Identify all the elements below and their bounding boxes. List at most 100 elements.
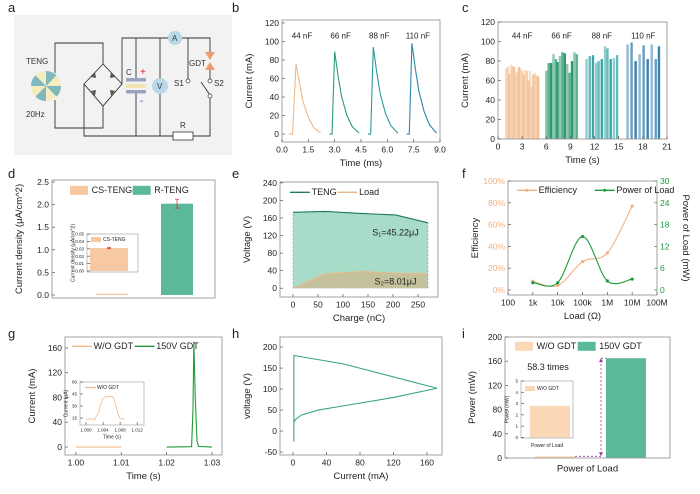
44-nf-bar <box>535 75 538 139</box>
44-nf-bar <box>532 74 535 139</box>
y-tick-label: 80 <box>486 56 496 66</box>
w/o-gdt-bar <box>535 456 575 458</box>
switch-s2-contact <box>207 78 213 84</box>
y-tick-label: 120 <box>488 380 502 390</box>
y-tick-label: 20 <box>486 114 496 124</box>
y-tick-label: 2.0 <box>37 200 49 210</box>
y-axis-label: Efficiency <box>470 218 481 259</box>
y-tick-label: 0 <box>497 453 502 463</box>
cs-teng-error-bar <box>107 246 111 250</box>
teng-wheel-icon <box>31 71 61 101</box>
y-tick-label: 0 <box>515 435 518 440</box>
44-nf-bar <box>508 73 511 139</box>
44-nf-bar <box>528 70 532 139</box>
panel-label-e: e <box>232 166 239 181</box>
legend-label: CS-TENG <box>103 237 126 243</box>
series-label: 44 nF <box>292 32 313 41</box>
capacitor-label: C <box>126 68 132 77</box>
x-tick-label: 1.5 <box>302 145 314 155</box>
y-tick-label: 80% <box>488 198 505 208</box>
y-tick-label: 20% <box>488 263 505 273</box>
x-tick-label: 100k <box>573 298 592 308</box>
voltmeter-label: V <box>157 82 163 91</box>
88-nf-bar <box>585 59 588 139</box>
x-tick-label: 80 <box>355 458 365 468</box>
66-nf-bar <box>561 52 564 139</box>
y-tick-label: 40 <box>493 429 503 439</box>
x-axis-label: Power of Load <box>531 443 563 449</box>
x-tick-label: 0.0 <box>276 145 288 155</box>
150v-gdt-line <box>166 341 213 448</box>
y-tick-label: 200 <box>263 342 277 352</box>
panel-c-chart: 44 nF 66 nF 88 nF 110 nF 0 20 40 60 80 100 120 0 3 6 9… <box>460 17 672 166</box>
y2-tick-label: 18 <box>660 220 670 230</box>
y-tick-label: 2.5 <box>37 177 49 187</box>
88-nf-bar <box>600 59 604 139</box>
ratio-arrow <box>575 357 606 457</box>
x-tick-label: 1.004 <box>97 428 109 433</box>
44-nf-bar <box>506 66 509 139</box>
y-tick-label: 0 <box>490 134 495 144</box>
inset-axes-frame <box>520 380 574 439</box>
44-nf-bar <box>522 74 525 139</box>
legend-item: CS-TENG <box>91 237 126 243</box>
66-nf-bar <box>563 53 566 140</box>
x-tick-label: 120 <box>386 458 400 468</box>
x-tick-label: 100 <box>336 300 350 310</box>
legend-marker <box>525 188 529 192</box>
inset-chart: 15 30 45 60 1.000 1.004 1.008 1.012 Time (s) Curr… <box>63 380 145 441</box>
x-tick-label: 1.03 <box>204 458 221 468</box>
efficiency-line <box>532 205 633 287</box>
panel-h-chart: -50 0 50 100 150 200 0 40 80 120 160 Current (mA) vo… <box>242 336 443 482</box>
y-tick-label: 3 <box>515 401 518 406</box>
y-tick-label: 100% <box>483 176 505 186</box>
inset-axes-frame <box>86 233 139 273</box>
legend-swatch <box>132 185 151 195</box>
44-nf-bar <box>527 80 530 139</box>
panel-label-g: g <box>8 326 15 341</box>
legend-item: Efficiency <box>517 185 577 195</box>
panel-label-h: h <box>232 326 239 341</box>
44-nf-bar <box>511 65 514 139</box>
x-tick-label: 1.000 <box>80 428 92 433</box>
panel-label-d: d <box>8 166 15 181</box>
y-axis-label: Current density (μA/cm^2) <box>70 224 76 282</box>
y-tick-label: 80 <box>268 248 278 258</box>
gdt-label: GDT <box>189 59 206 68</box>
series-label: 66 nF <box>330 32 351 41</box>
y-tick-label: 4 <box>515 390 518 395</box>
88-nf-bar <box>594 62 598 140</box>
y-tick-label: 200 <box>263 195 277 205</box>
y-tick-label: 1.0 <box>37 245 49 255</box>
inset-axes-frame <box>79 381 145 426</box>
series-label: 88 nF <box>592 32 613 41</box>
legend-label: Power of Load <box>616 185 674 195</box>
x-tick-label: 3.0 <box>329 145 341 155</box>
x-tick-label: 7.5 <box>408 145 420 155</box>
y-tick-label: 240 <box>263 178 277 188</box>
88-nf-bar <box>606 48 609 140</box>
x-tick-label: 150 <box>361 300 375 310</box>
y-axis-label: Current density (μA/cm^2) <box>14 184 25 294</box>
110-nf-bar <box>646 59 649 139</box>
y-tick-label: 50 <box>268 405 278 415</box>
150v-gdt-bar <box>606 358 646 458</box>
annotation: S₂=8.01μJ <box>375 276 417 286</box>
power-of-load-point <box>531 281 535 285</box>
x-axis-label: Time (ms) <box>340 158 382 169</box>
y-axis-label: Current (mA) <box>244 54 255 109</box>
66-nf-bar <box>570 61 574 139</box>
110-nf-bar <box>626 44 629 139</box>
cs-teng-bar <box>96 293 128 296</box>
gdt-icon <box>205 62 215 70</box>
legend-item: 150V GDT <box>577 341 642 351</box>
x-tick-label: 1.01 <box>113 458 130 468</box>
44-nf-bar <box>512 66 516 139</box>
r-teng-bar <box>161 203 193 296</box>
y2-tick-label: 6 <box>660 263 665 273</box>
y-tick-label: 200 <box>488 332 502 342</box>
frequency-label: 20Hz <box>26 110 45 119</box>
y-tick-label: 0.04 <box>75 239 84 244</box>
legend-marker <box>603 188 607 192</box>
x-tick-label: 21 <box>662 142 672 152</box>
